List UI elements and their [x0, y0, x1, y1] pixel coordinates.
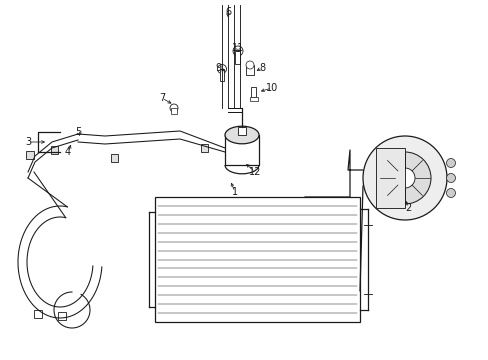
Text: 9: 9 — [215, 63, 221, 73]
Circle shape — [446, 174, 454, 183]
Circle shape — [378, 152, 430, 204]
Bar — [155, 197, 359, 322]
Text: 3: 3 — [25, 137, 31, 147]
Bar — [201, 144, 208, 152]
Circle shape — [245, 61, 253, 69]
Bar — [111, 154, 118, 162]
Bar — [34, 310, 42, 318]
Bar — [238, 127, 245, 135]
Circle shape — [170, 104, 178, 112]
Text: 12: 12 — [248, 167, 261, 177]
Circle shape — [446, 158, 454, 167]
Text: 1: 1 — [231, 187, 238, 197]
Text: 5: 5 — [75, 127, 81, 137]
Circle shape — [446, 189, 454, 198]
Bar — [235, 51, 240, 64]
Bar — [171, 108, 177, 114]
Bar — [249, 97, 258, 101]
Bar — [224, 135, 259, 165]
Circle shape — [232, 46, 243, 56]
Text: 6: 6 — [224, 7, 231, 17]
Circle shape — [217, 64, 226, 73]
Bar — [245, 65, 253, 75]
Circle shape — [394, 168, 414, 188]
Text: 4: 4 — [65, 147, 71, 157]
Bar — [219, 69, 224, 81]
Text: 8: 8 — [259, 63, 264, 73]
Text: 10: 10 — [265, 83, 278, 93]
Bar — [375, 148, 404, 208]
Ellipse shape — [224, 126, 259, 144]
Text: 7: 7 — [159, 93, 165, 103]
Circle shape — [362, 136, 446, 220]
Bar — [51, 146, 59, 154]
Text: 2: 2 — [404, 203, 410, 213]
Text: 11: 11 — [231, 43, 244, 53]
Bar — [58, 312, 66, 320]
Bar — [26, 151, 34, 159]
Bar — [251, 87, 256, 97]
